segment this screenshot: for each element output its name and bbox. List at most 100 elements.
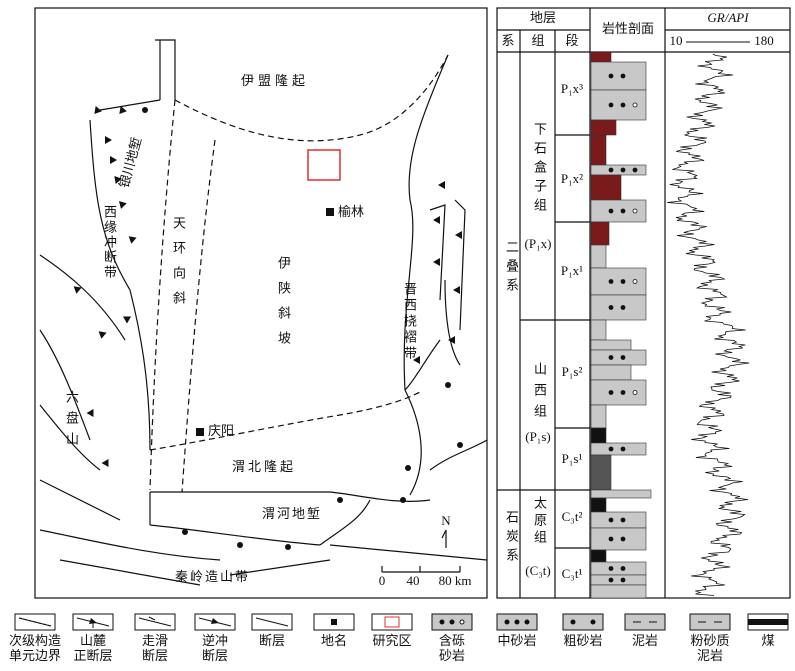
legend-label: 地名 — [321, 633, 347, 648]
grain — [620, 305, 626, 310]
scale-label: 40 — [407, 573, 420, 588]
lithology-bed — [590, 89, 647, 121]
legend-box — [134, 613, 176, 631]
grain — [608, 390, 614, 395]
region-label: 六盘山 — [64, 390, 79, 453]
legend-grain — [590, 619, 596, 625]
place-label: 榆林 — [338, 204, 364, 219]
formation: 山西组 — [532, 362, 547, 425]
fault-dot — [285, 544, 291, 550]
member: P₁x³ — [561, 81, 583, 96]
lithology-bed — [590, 61, 647, 91]
grain — [632, 390, 638, 395]
grain — [608, 446, 614, 452]
grain — [632, 167, 638, 173]
region-label: 伊陕斜坡 — [276, 256, 291, 356]
north-arrow — [441, 529, 447, 548]
fault-tooth — [448, 336, 455, 344]
grain — [608, 208, 614, 214]
legend-box — [624, 613, 666, 631]
fault — [149, 491, 431, 546]
legend-label: 断层 — [142, 648, 168, 663]
fault-tooth — [413, 356, 420, 364]
legend-symbol — [748, 619, 788, 625]
fault-tooth — [94, 106, 102, 114]
stratigraphic-column: 地层 系 组 段 岩性剖面 GR/API 10 180 二叠系 石炭系 下石盒子… — [496, 7, 791, 599]
region-label: 秦岭造山带 — [175, 569, 250, 584]
lithology-bed — [590, 489, 652, 499]
legend-label: 粗砂岩 — [563, 633, 602, 648]
grain — [620, 279, 626, 284]
region-label: 晋西挠褶带 — [402, 282, 417, 362]
legend-label: 研究区 — [372, 633, 411, 648]
legend-symbol — [138, 616, 172, 627]
lithology-bed — [590, 349, 647, 366]
legend-label: 走滑 — [142, 633, 168, 648]
formation: 下石盒子组 — [532, 122, 547, 217]
fault-tooth — [123, 316, 132, 324]
legend-box — [313, 613, 355, 631]
header: 地层 — [530, 10, 556, 25]
log-max: 180 — [754, 33, 774, 48]
lithology-bed — [590, 267, 647, 296]
member: P₁x² — [561, 171, 583, 186]
fault-tooth — [455, 231, 462, 239]
legend-box — [194, 613, 236, 631]
grain — [608, 355, 614, 360]
legend-label: 单元边界 — [9, 648, 61, 663]
legend-label: 逆冲 — [202, 633, 228, 648]
header: 段 — [565, 33, 578, 48]
lithology-bed — [590, 319, 607, 341]
lithology-bed — [590, 561, 647, 576]
column-grid — [497, 8, 790, 598]
legend-label: 粉砂质 — [690, 633, 729, 648]
fault-dot — [405, 465, 411, 471]
grain — [620, 73, 626, 79]
legend-label: 砂岩 — [439, 648, 465, 663]
boundary — [149, 391, 421, 451]
legend-box — [371, 613, 413, 631]
fault-tooth — [453, 286, 460, 294]
lithology-bed — [590, 549, 607, 563]
grain — [620, 446, 626, 452]
fault-tooth — [119, 106, 127, 114]
legend-box — [72, 613, 114, 631]
legend-box — [562, 613, 604, 631]
lithology-bed — [590, 199, 647, 223]
legend-grain — [439, 619, 445, 625]
legend-grain — [504, 619, 510, 625]
system: 二叠系 — [504, 240, 519, 297]
boundary — [174, 54, 449, 142]
region-label: 渭河地堑 — [262, 506, 322, 521]
lithology-bed — [590, 134, 607, 166]
lithology-bed — [590, 339, 632, 351]
lithology-bed — [590, 574, 647, 586]
fault-tooth — [114, 176, 122, 184]
study-area — [307, 149, 341, 181]
grain — [620, 517, 626, 523]
fault-tooth — [110, 156, 117, 164]
legend-symbol — [255, 617, 289, 627]
grain — [620, 355, 626, 360]
fault-tooth — [118, 201, 127, 209]
region-label: 西缘冲断带 — [102, 205, 117, 280]
header: 系 — [501, 33, 514, 48]
legend-item: 粗砂岩 — [562, 613, 604, 648]
member: C₃t² — [562, 509, 583, 524]
fault-tooth — [128, 236, 137, 244]
legend-label: 煤 — [761, 633, 774, 648]
lithology-bed — [590, 164, 647, 176]
grain — [608, 73, 614, 79]
legend-item: 研究区 — [371, 613, 413, 648]
lithology-bed — [590, 174, 622, 201]
fault — [39, 254, 488, 586]
legend-label: 次级构造 — [9, 633, 61, 648]
member: P₁s² — [562, 364, 583, 379]
fault-dot — [237, 542, 243, 548]
fault-dot — [400, 497, 406, 503]
grain — [620, 167, 626, 173]
gr-curve — [667, 53, 750, 596]
